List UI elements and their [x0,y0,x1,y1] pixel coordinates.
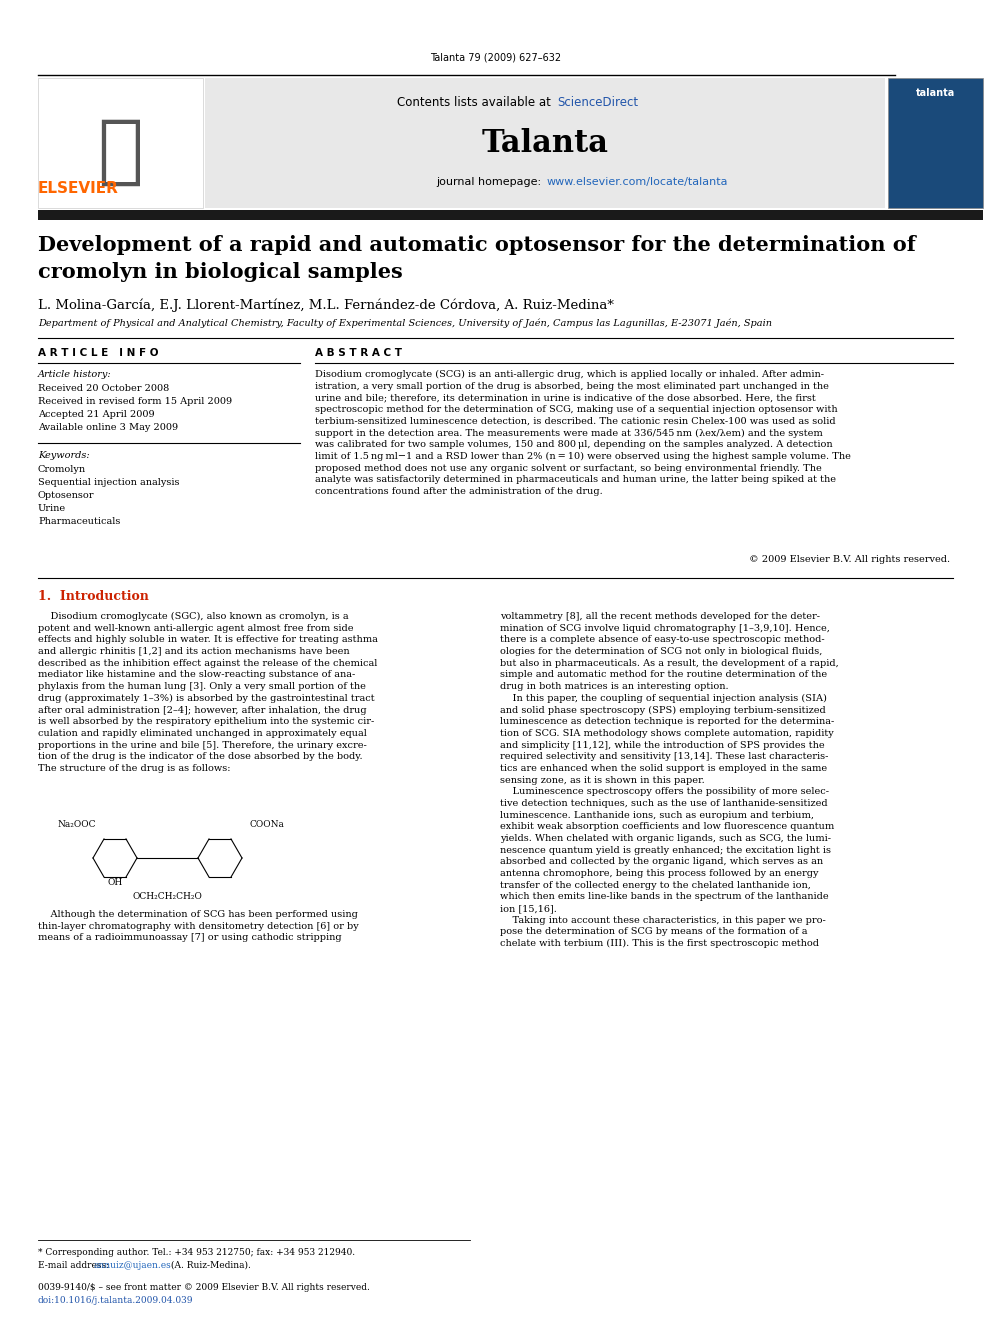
Text: Cromolyn: Cromolyn [38,464,86,474]
Text: Disodium cromoglycate (SCG) is an anti-allergic drug, which is applied locally o: Disodium cromoglycate (SCG) is an anti-a… [315,370,851,496]
Text: annuiz@ujaen.es: annuiz@ujaen.es [93,1261,171,1270]
Text: (A. Ruiz-Medina).: (A. Ruiz-Medina). [168,1261,251,1270]
Text: Na₂OOC: Na₂OOC [58,820,96,830]
Bar [205,78,885,208]
Bar [38,210,983,220]
Text: Development of a rapid and automatic optosensor for the determination of: Development of a rapid and automatic opt… [38,235,916,255]
Text: Talanta 79 (2009) 627–632: Talanta 79 (2009) 627–632 [431,52,561,62]
Text: Disodium cromoglycate (SGC), also known as cromolyn, is a
potent and well-known : Disodium cromoglycate (SGC), also known … [38,613,378,773]
Text: talanta: talanta [916,89,954,98]
Text: * Corresponding author. Tel.: +34 953 212750; fax: +34 953 212940.: * Corresponding author. Tel.: +34 953 21… [38,1248,355,1257]
Text: Talanta: Talanta [481,128,608,159]
Text: 0039-9140/$ – see front matter © 2009 Elsevier B.V. All rights reserved.: 0039-9140/$ – see front matter © 2009 El… [38,1283,370,1293]
Text: COONa: COONa [250,820,285,830]
Text: Available online 3 May 2009: Available online 3 May 2009 [38,423,179,433]
Text: Sequential injection analysis: Sequential injection analysis [38,478,180,487]
Text: 1.  Introduction: 1. Introduction [38,590,149,603]
Text: OH: OH [107,878,123,886]
Text: ELSEVIER: ELSEVIER [38,181,119,196]
Text: cromolyn in biological samples: cromolyn in biological samples [38,262,403,282]
Bar [888,78,983,208]
Text: Although the determination of SCG has been performed using
thin-layer chromatogr: Although the determination of SCG has be… [38,910,359,942]
Text: OCH₂CH₂CH₂O: OCH₂CH₂CH₂O [132,892,202,901]
Text: ScienceDirect: ScienceDirect [557,97,638,108]
Text: L. Molina-García, E.J. Llorent-Martínez, M.L. Fernández-de Córdova, A. Ruiz-Medi: L. Molina-García, E.J. Llorent-Martínez,… [38,298,614,311]
Bar [38,78,203,208]
Text: doi:10.1016/j.talanta.2009.04.039: doi:10.1016/j.talanta.2009.04.039 [38,1297,193,1304]
Text: Optosensor: Optosensor [38,491,94,500]
Text: © 2009 Elsevier B.V. All rights reserved.: © 2009 Elsevier B.V. All rights reserved… [749,556,950,564]
Text: Received 20 October 2008: Received 20 October 2008 [38,384,170,393]
Text: Keywords:: Keywords: [38,451,89,460]
Text: journal homepage:: journal homepage: [436,177,545,187]
Text: Article history:: Article history: [38,370,112,378]
Text: Contents lists available at: Contents lists available at [398,97,555,108]
Text: A B S T R A C T: A B S T R A C T [315,348,402,359]
Text: www.elsevier.com/locate/talanta: www.elsevier.com/locate/talanta [547,177,728,187]
Text: Department of Physical and Analytical Chemistry, Faculty of Experimental Science: Department of Physical and Analytical Ch… [38,318,772,328]
Text: Pharmaceuticals: Pharmaceuticals [38,517,120,527]
Text: E-mail address:: E-mail address: [38,1261,112,1270]
Text: 🌲: 🌲 [97,115,143,189]
Text: A R T I C L E   I N F O: A R T I C L E I N F O [38,348,159,359]
Text: Received in revised form 15 April 2009: Received in revised form 15 April 2009 [38,397,232,406]
Text: voltammetry [8], all the recent methods developed for the deter-
mination of SCG: voltammetry [8], all the recent methods … [500,613,839,949]
Text: Accepted 21 April 2009: Accepted 21 April 2009 [38,410,155,419]
Text: Urine: Urine [38,504,66,513]
